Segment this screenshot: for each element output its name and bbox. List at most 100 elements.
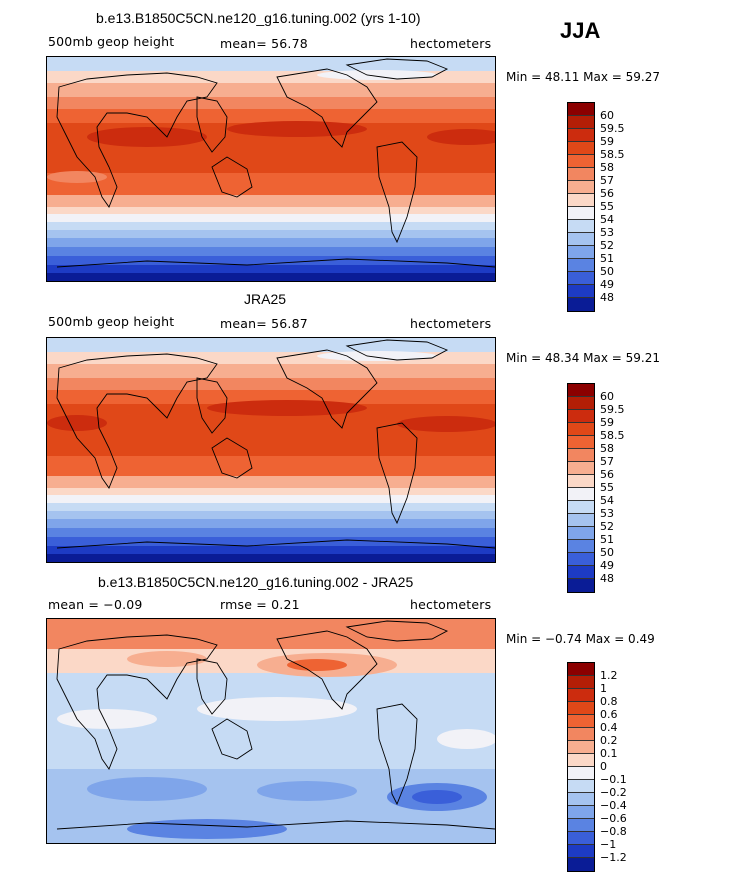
season-label: JJA (560, 18, 601, 43)
colorbar-tick-label: 60 (600, 390, 614, 403)
colorbar-swatch (568, 168, 594, 181)
panel-1-units-label: hectometers (410, 36, 492, 51)
colorbar-swatch (568, 540, 594, 553)
panel-3-rmse-label: rmse = 0.21 (220, 597, 300, 612)
colorbar-tick-label: 59 (600, 416, 614, 429)
colorbar-swatch (568, 423, 594, 436)
colorbar-tick-label: 50 (600, 546, 614, 559)
colorbar-tick-label: 57 (600, 455, 614, 468)
colorbar-swatch (568, 793, 594, 806)
colorbar-swatch (568, 410, 594, 423)
colorbar-tick-label: −0.1 (600, 773, 627, 786)
panel-2-units-label: hectometers (410, 316, 492, 331)
panel-2-variable-label: 500mb geop height (48, 314, 175, 329)
colorbar-swatch (568, 553, 594, 566)
colorbar-swatch (568, 806, 594, 819)
panel-2-title: JRA25 (244, 291, 287, 307)
colorbar-swatch (568, 129, 594, 142)
colorbar-tick-label: 48 (600, 291, 614, 304)
colorbar-tick-label: 1 (600, 682, 607, 695)
panel-1-map (46, 56, 496, 282)
colorbar-tick-label: 60 (600, 109, 614, 122)
panel-3-minmax-label: Min = −0.74 Max = 0.49 (506, 632, 655, 646)
panel-3-mean-label: mean = −0.09 (48, 597, 143, 612)
panel-2-contour-field (47, 338, 495, 562)
colorbar-swatch (568, 233, 594, 246)
colorbar-tick-label: 50 (600, 265, 614, 278)
colorbar-tick-label: 59.5 (600, 403, 625, 416)
colorbar-swatch (568, 246, 594, 259)
colorbar-tick-label: −0.4 (600, 799, 627, 812)
colorbar-tick-label: 56 (600, 468, 614, 481)
colorbar-swatch (568, 298, 594, 311)
colorbar-tick-label: 55 (600, 481, 614, 494)
colorbar-tick-label: 58.5 (600, 429, 625, 442)
colorbar-tick-label: 55 (600, 200, 614, 213)
colorbar-swatch (568, 514, 594, 527)
colorbar-tick-label: 1.2 (600, 669, 618, 682)
colorbar-tick-label: 58.5 (600, 148, 625, 161)
colorbar-tick-label: 54 (600, 494, 614, 507)
colorbar-swatch (568, 155, 594, 168)
colorbar-tick-label: 49 (600, 559, 614, 572)
colorbar-tick-label: 49 (600, 278, 614, 291)
colorbar-tick-label: −1 (600, 838, 617, 851)
colorbar-tick-label: 0.2 (600, 734, 618, 747)
colorbar-swatch (568, 579, 594, 592)
colorbar-tick-label: 0.1 (600, 747, 618, 760)
colorbar-tick-label: 54 (600, 213, 614, 226)
panel-2-mean-label: mean= 56.87 (220, 316, 308, 331)
colorbar-swatch (568, 676, 594, 689)
panel-3-colorbar (567, 662, 595, 872)
colorbar-swatch (568, 728, 594, 741)
colorbar-swatch (568, 488, 594, 501)
colorbar-swatch (568, 207, 594, 220)
colorbar-swatch (568, 436, 594, 449)
colorbar-swatch (568, 449, 594, 462)
colorbar-tick-label: 59 (600, 135, 614, 148)
colorbar-tick-label: 58 (600, 442, 614, 455)
colorbar-tick-label: 0 (600, 760, 607, 773)
colorbar-swatch (568, 741, 594, 754)
colorbar-tick-label: 56 (600, 187, 614, 200)
colorbar-swatch (568, 527, 594, 540)
colorbar-swatch (568, 858, 594, 871)
panel-3-units-label: hectometers (410, 597, 492, 612)
colorbar-tick-label: 51 (600, 533, 614, 546)
colorbar-tick-label: 59.5 (600, 122, 625, 135)
colorbar-swatch (568, 194, 594, 207)
colorbar-swatch (568, 767, 594, 780)
colorbar-swatch (568, 462, 594, 475)
panel-2-colorbar (567, 383, 595, 593)
panel-2-map (46, 337, 496, 563)
panel-3-contour-field (47, 619, 495, 843)
panel-2-minmax-label: Min = 48.34 Max = 59.21 (506, 351, 660, 365)
colorbar-swatch (568, 663, 594, 676)
colorbar-tick-label: −1.2 (600, 851, 627, 864)
panel-1-mean-label: mean= 56.78 (220, 36, 308, 51)
panel-1-minmax-label: Min = 48.11 Max = 59.27 (506, 70, 660, 84)
colorbar-swatch (568, 819, 594, 832)
colorbar-swatch (568, 475, 594, 488)
colorbar-tick-label: −0.6 (600, 812, 627, 825)
colorbar-tick-label: 0.8 (600, 695, 618, 708)
colorbar-swatch (568, 116, 594, 129)
colorbar-tick-label: 57 (600, 174, 614, 187)
panel-1-contour-field (47, 57, 495, 281)
colorbar-swatch (568, 780, 594, 793)
colorbar-tick-label: 53 (600, 226, 614, 239)
colorbar-tick-label: 58 (600, 161, 614, 174)
colorbar-tick-label: 52 (600, 239, 614, 252)
colorbar-tick-label: 0.6 (600, 708, 618, 721)
colorbar-swatch (568, 832, 594, 845)
colorbar-tick-label: 51 (600, 252, 614, 265)
colorbar-swatch (568, 259, 594, 272)
colorbar-swatch (568, 285, 594, 298)
colorbar-swatch (568, 501, 594, 514)
colorbar-tick-label: 52 (600, 520, 614, 533)
colorbar-swatch (568, 103, 594, 116)
panel-3-title: b.e13.B1850C5CN.ne120_g16.tuning.002 - J… (98, 574, 414, 590)
colorbar-swatch (568, 754, 594, 767)
colorbar-swatch (568, 715, 594, 728)
colorbar-swatch (568, 384, 594, 397)
